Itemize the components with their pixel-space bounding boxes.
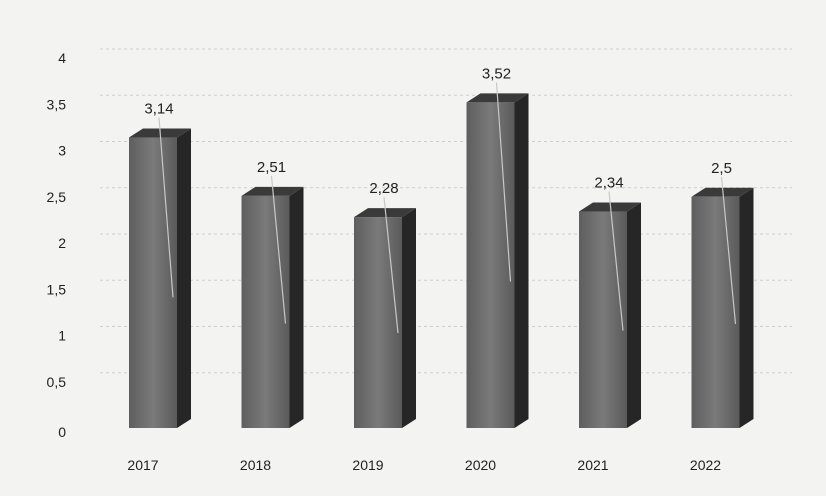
data-label: 3,14 bbox=[144, 101, 173, 118]
data-label-leader bbox=[270, 175, 287, 324]
x-tick-label: 2021 bbox=[577, 457, 608, 473]
y-tick-label: 0 bbox=[58, 424, 66, 440]
x-axis-tick-labels: 2017 2018 2019 2020 2021 2022 bbox=[127, 457, 721, 473]
data-label: 2,5 bbox=[711, 160, 732, 177]
data-label: 2,51 bbox=[257, 159, 286, 176]
gridlines bbox=[100, 48, 792, 374]
data-label: 2,28 bbox=[369, 180, 398, 197]
bar bbox=[466, 102, 515, 429]
x-tick-label: 2018 bbox=[240, 457, 271, 473]
y-tick-label: 1,5 bbox=[47, 281, 67, 297]
bar bbox=[579, 211, 627, 428]
x-tick-label: 2020 bbox=[465, 457, 496, 473]
bar bbox=[241, 195, 290, 428]
bar-side bbox=[514, 93, 529, 429]
bars bbox=[129, 82, 754, 429]
data-label: 2,34 bbox=[594, 175, 623, 192]
x-tick-label: 2022 bbox=[690, 457, 721, 473]
y-tick-label: 4 bbox=[58, 50, 66, 66]
y-tick-label: 3 bbox=[58, 143, 66, 159]
y-tick-label: 3,5 bbox=[47, 96, 67, 112]
bar bbox=[354, 217, 402, 428]
bar-side bbox=[177, 128, 191, 429]
x-tick-label: 2017 bbox=[127, 457, 158, 473]
data-label-leader bbox=[608, 191, 624, 331]
bar bbox=[691, 196, 740, 428]
data-label-leader bbox=[720, 176, 737, 324]
y-tick-label: 1 bbox=[58, 328, 66, 344]
data-label: 3,52 bbox=[482, 65, 511, 82]
bar-side bbox=[627, 202, 641, 428]
bar-side bbox=[402, 208, 416, 428]
y-tick-label: 2 bbox=[58, 235, 66, 251]
data-label-leader bbox=[495, 82, 512, 282]
y-tick-label: 0,5 bbox=[47, 374, 67, 390]
bar-side bbox=[739, 187, 754, 428]
data-labels: 3,14 2,51 2,28 3,52 2,34 2,5 bbox=[144, 65, 732, 197]
data-label-leader bbox=[158, 117, 174, 298]
y-axis-tick-labels: 0 0,5 1 1,5 2 2,5 3 3,5 4 bbox=[47, 50, 67, 440]
y-tick-label: 2,5 bbox=[47, 189, 67, 205]
bar-side bbox=[289, 186, 304, 428]
bar bbox=[129, 137, 177, 429]
data-label-leader bbox=[383, 197, 399, 334]
x-tick-label: 2019 bbox=[352, 457, 383, 473]
